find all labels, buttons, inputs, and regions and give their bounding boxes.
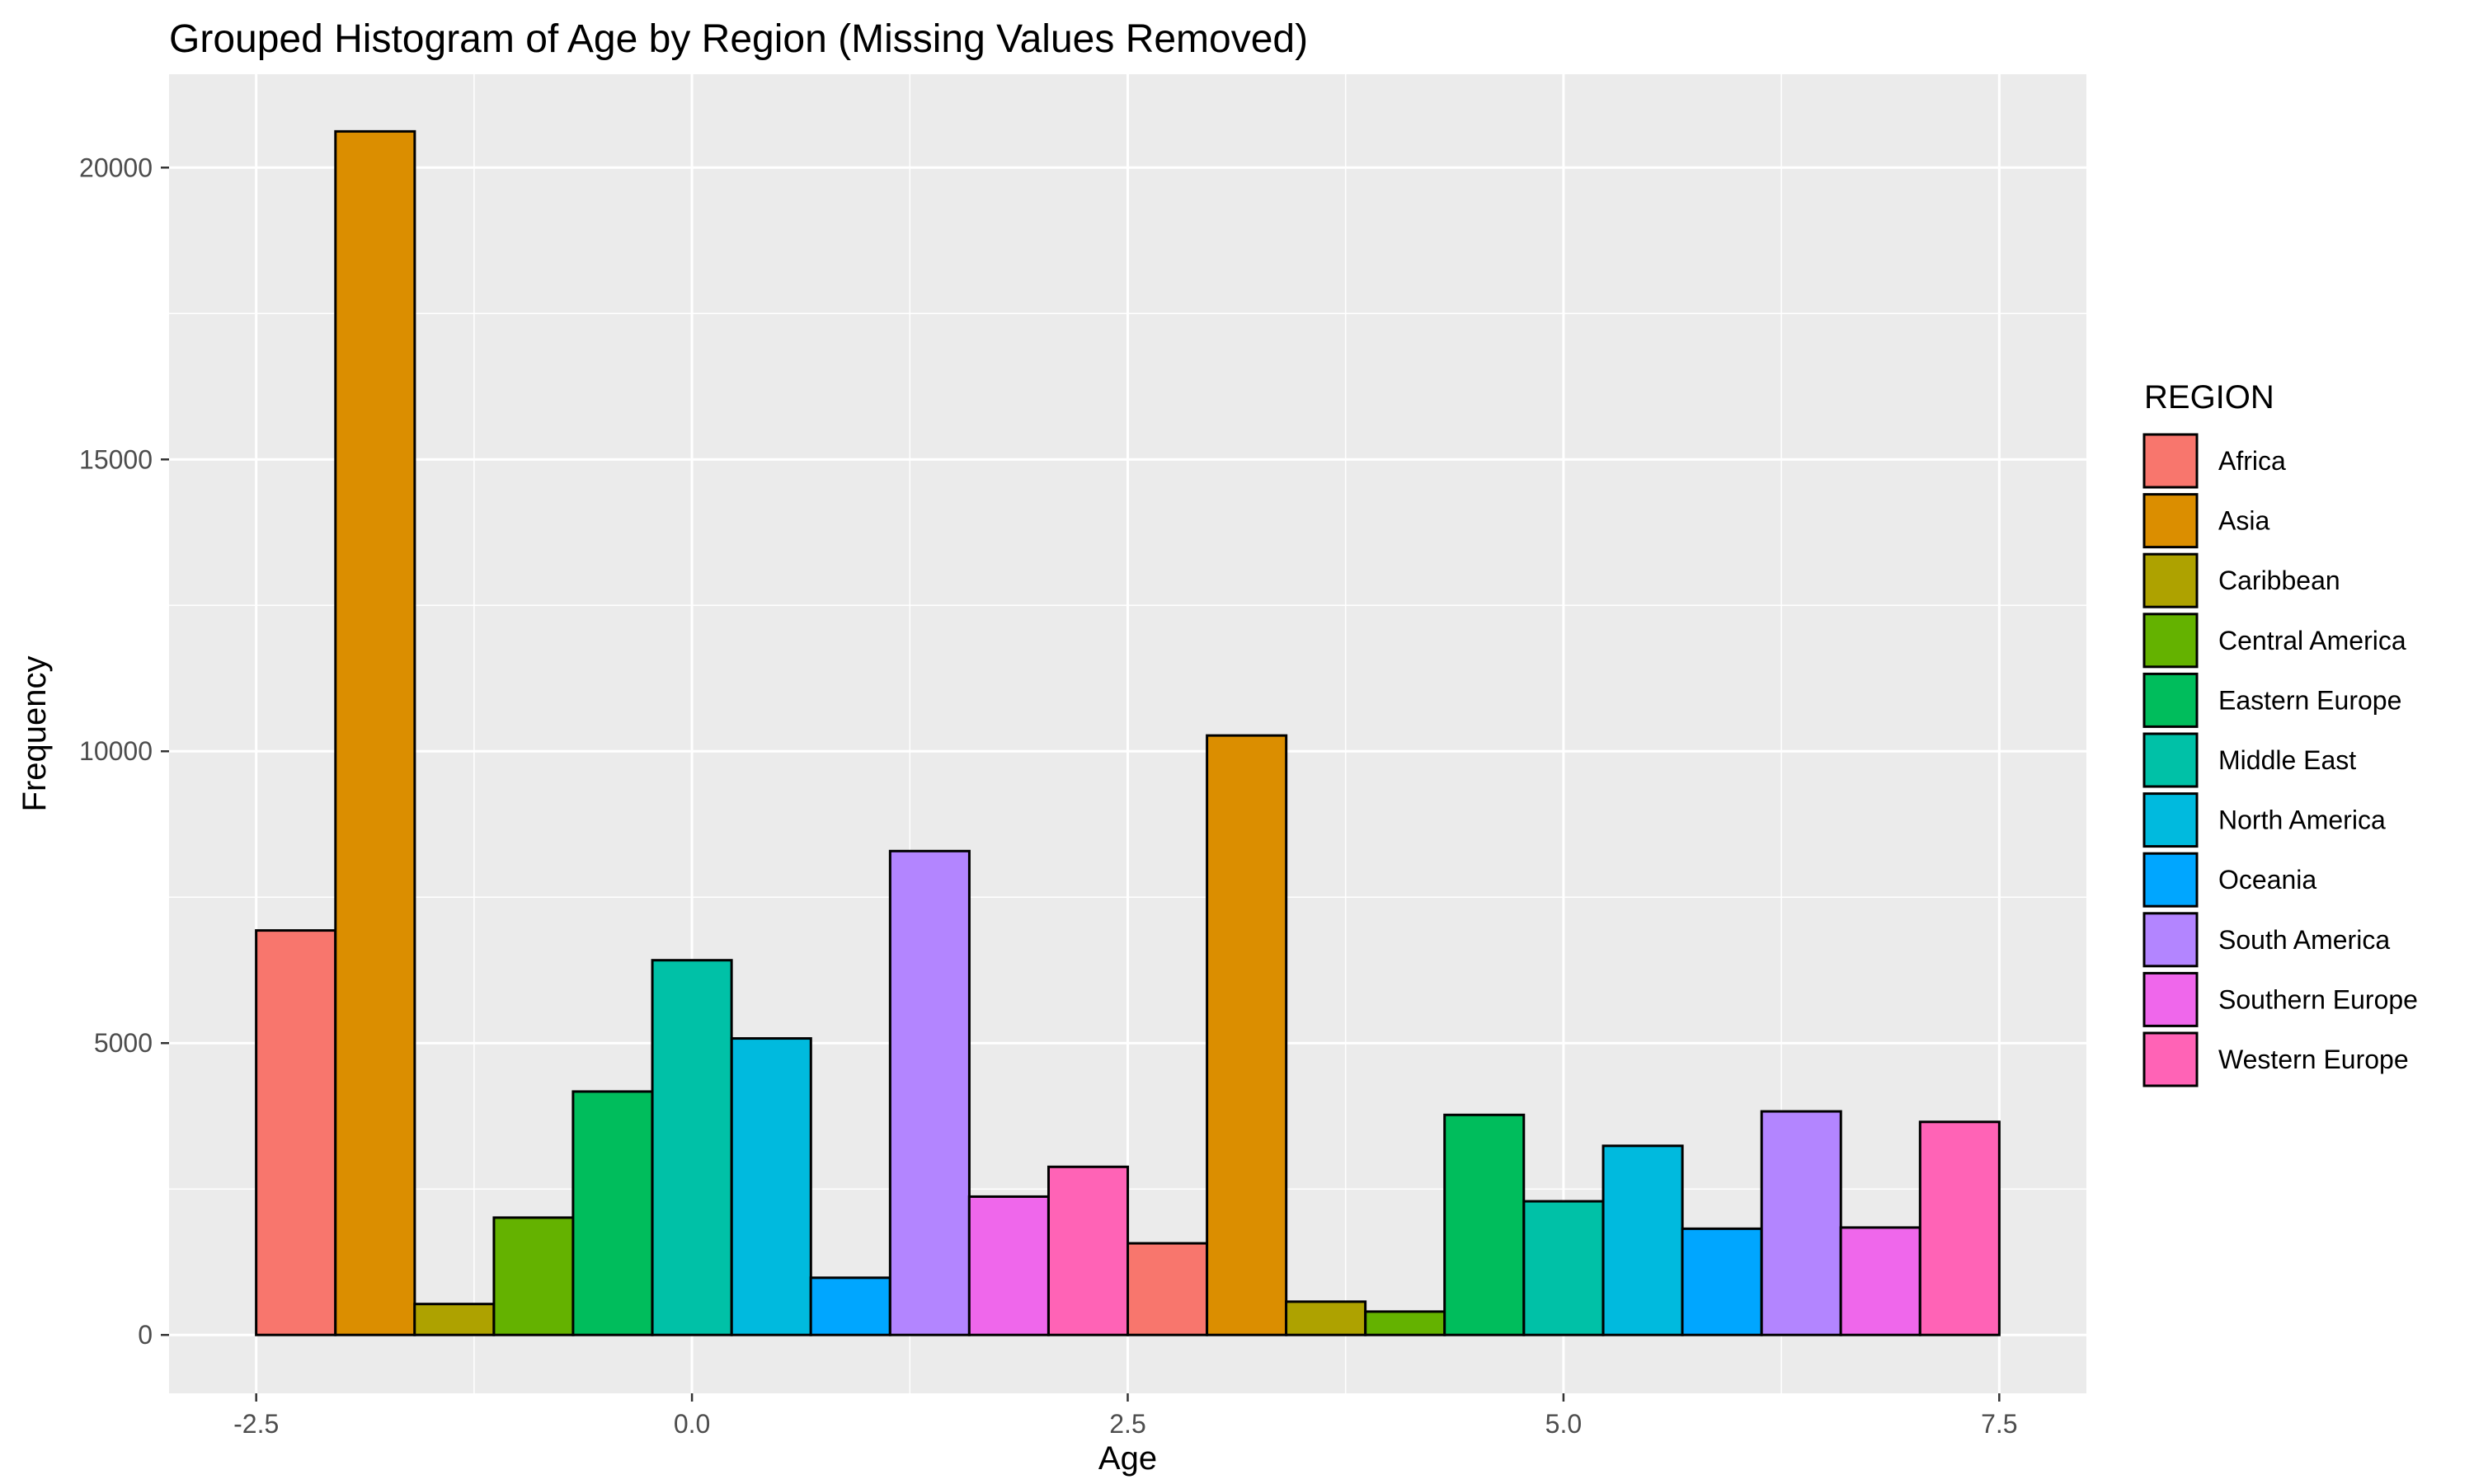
legend-label: South America — [2218, 925, 2390, 955]
bar — [1047, 1165, 1130, 1336]
bar — [1364, 1310, 1446, 1336]
y-tick-label: 20000 — [79, 153, 153, 182]
x-tick-label: 7.5 — [1981, 1409, 2017, 1439]
bar — [1760, 1110, 1842, 1336]
y-axis-title: Frequency — [16, 656, 53, 812]
bar — [1681, 1227, 1763, 1336]
bar — [888, 849, 971, 1336]
bar — [1918, 1120, 2001, 1336]
legend-key — [2142, 792, 2199, 848]
legend-label: North America — [2218, 805, 2386, 835]
bars — [255, 129, 2001, 1336]
legend-label: Asia — [2218, 506, 2269, 536]
legend-key — [2142, 1031, 2199, 1087]
legend-key — [2142, 912, 2199, 968]
bar — [492, 1216, 575, 1336]
bar — [967, 1195, 1050, 1336]
legend-key — [2142, 971, 2199, 1027]
bar — [571, 1090, 654, 1336]
bar — [1839, 1226, 1921, 1336]
legend-title: REGION — [2144, 379, 2274, 416]
bar — [1522, 1200, 1605, 1336]
bar — [651, 959, 733, 1336]
legend-label: Southern Europe — [2218, 984, 2418, 1014]
bar — [809, 1276, 891, 1336]
chart-title: Grouped Histogram of Age by Region (Miss… — [169, 17, 1308, 61]
legend-label: Middle East — [2218, 745, 2356, 775]
bar — [413, 1303, 496, 1336]
legend-label: Eastern Europe — [2218, 685, 2401, 715]
bar — [1443, 1113, 1526, 1336]
x-tick-label: -2.5 — [233, 1409, 279, 1439]
bar — [730, 1037, 812, 1336]
legend-key — [2142, 732, 2199, 788]
bar — [1126, 1242, 1209, 1336]
legend-key — [2142, 552, 2199, 608]
legend-label: Central America — [2218, 626, 2406, 655]
y-tick-label: 0 — [138, 1320, 153, 1350]
y-tick-label: 10000 — [79, 736, 153, 766]
bar — [1602, 1144, 1684, 1336]
legend-key — [2142, 613, 2199, 669]
legend: REGION Africa Asia Caribbean Central Americ… — [2142, 379, 2418, 1087]
legend-label: Western Europe — [2218, 1045, 2409, 1074]
axes: -2.5 0.0 2.5 5.0 7.5 0 5000 10000 15000 20000 — [79, 153, 2018, 1439]
legend-key — [2142, 672, 2199, 728]
x-tick-label: 2.5 — [1109, 1409, 1145, 1439]
grid-lines — [169, 74, 2086, 1393]
legend-key — [2142, 433, 2199, 489]
x-tick-label: 5.0 — [1545, 1409, 1582, 1439]
y-tick-label: 5000 — [94, 1028, 153, 1058]
x-tick-label: 0.0 — [674, 1409, 710, 1439]
bar — [1206, 734, 1288, 1336]
bar — [1285, 1300, 1367, 1336]
y-tick-label: 15000 — [79, 444, 153, 474]
x-axis-title: Age — [1098, 1440, 1157, 1477]
bar — [334, 129, 416, 1336]
legend-label: Oceania — [2218, 865, 2316, 895]
legend-key — [2142, 852, 2199, 908]
legend-label: Caribbean — [2218, 566, 2340, 595]
bar — [255, 929, 337, 1336]
legend-label: Africa — [2218, 446, 2286, 476]
legend-key — [2142, 493, 2199, 549]
